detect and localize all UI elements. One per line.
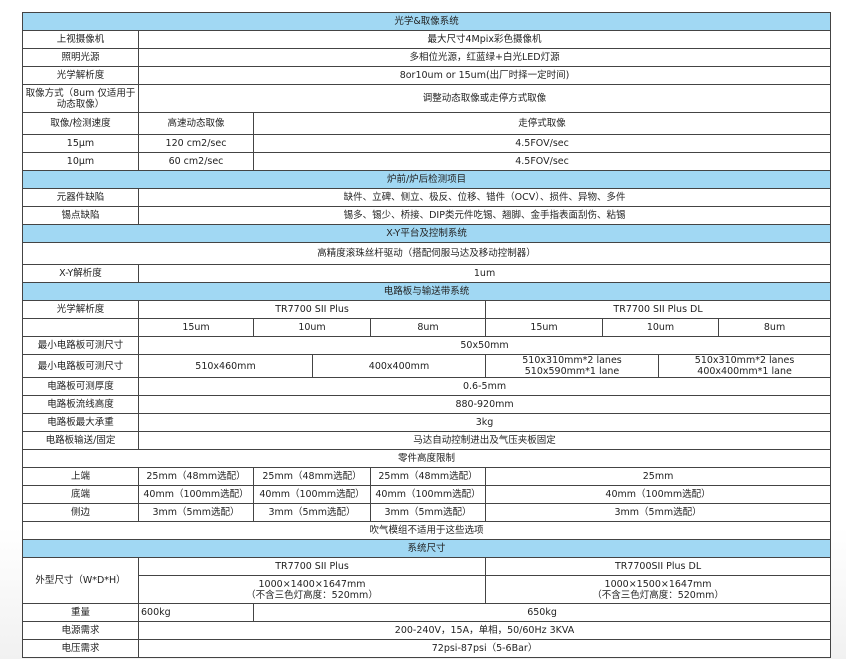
model-b: TR7700SII Plus DL bbox=[484, 557, 832, 576]
row-label: 最小电路板可测尺寸 bbox=[22, 336, 139, 355]
cell: 40mm（100mm选配） bbox=[253, 485, 371, 504]
model-a: TR7700 SII Plus bbox=[138, 300, 486, 319]
row-label: 光学解析度 bbox=[22, 300, 139, 319]
row-label: 上视摄像机 bbox=[22, 30, 139, 49]
cell: 8um bbox=[370, 318, 486, 337]
col-header: 高速动态取像 bbox=[138, 112, 254, 135]
cell: 4.5FOV/sec bbox=[252, 152, 832, 171]
row-label bbox=[22, 318, 139, 337]
cell: 40mm（100mm选配） bbox=[484, 485, 832, 504]
row-label: 侧边 bbox=[22, 503, 139, 522]
cell: 15um bbox=[138, 318, 254, 337]
cell: 3mm（5mm选配） bbox=[484, 503, 832, 522]
cell-line: 510x590mm*1 lane bbox=[524, 366, 620, 377]
cell: 600kg bbox=[138, 603, 254, 622]
row-label: 锡点缺陷 bbox=[22, 206, 139, 225]
row-label: 上端 bbox=[22, 467, 139, 486]
row-value: 50x50mm bbox=[137, 336, 832, 355]
row-value: 0.6-5mm bbox=[137, 377, 832, 396]
cell: 3mm（5mm选配） bbox=[253, 503, 371, 522]
cell: 25mm（48mm选配） bbox=[370, 467, 486, 486]
row-value: 马达自动控制进出及气压夹板固定 bbox=[137, 431, 832, 450]
row-value: 调整动态取像或走停方式取像 bbox=[137, 84, 832, 113]
cell: 10um bbox=[253, 318, 371, 337]
section-header-optics: 光学&取像系统 bbox=[21, 12, 832, 31]
spec-table: 光学&取像系统 上视摄像机 最大尺寸4Mpix彩色摄像机 照明光源 多相位光源，红蓝… bbox=[21, 12, 832, 658]
cell-line: 400x400mm*1 lane bbox=[697, 366, 792, 377]
cell: 40mm（100mm选配） bbox=[138, 485, 254, 504]
row-value: 最大尺寸4Mpix彩色摄像机 bbox=[137, 30, 832, 49]
row-label: 最小电路板可测尺寸 bbox=[22, 354, 139, 378]
row-label: 15μm bbox=[22, 134, 139, 153]
row-value: 72psi-87psi（5-6Bar） bbox=[137, 639, 832, 658]
cell: 40mm（100mm选配） bbox=[370, 485, 486, 504]
row-label: 电路板流线高度 bbox=[22, 395, 139, 414]
cell: 400x400mm bbox=[368, 360, 430, 372]
cell-line: （不含三色灯高度：520mm） bbox=[246, 589, 378, 601]
row-label: 重量 bbox=[22, 603, 139, 622]
cell: 15um bbox=[485, 318, 603, 337]
row-value: 3kg bbox=[137, 413, 832, 432]
row-label: 元器件缺陷 bbox=[22, 188, 139, 207]
cell-group: 510x310mm*2 lanes 510x590mm*1 lane 510x310… bbox=[484, 354, 832, 378]
cell-line: 510x310mm*2 lanes bbox=[694, 355, 795, 367]
cell: 510x310mm*2 lanes 400x400mm*1 lane bbox=[659, 355, 830, 377]
cell: 510x310mm*2 lanes 510x590mm*1 lane bbox=[487, 355, 660, 377]
cell: 1000×1500×1647mm （不含三色灯高度：520mm） bbox=[484, 575, 832, 604]
row-value: 8or10um or 15um(出厂时择一定时间) bbox=[137, 66, 832, 85]
cell-group: 510x460mm 400x400mm bbox=[138, 354, 486, 378]
row-value: 200-240V，15A，单相，50/60Hz 3KVA bbox=[137, 621, 832, 640]
row-label: 底端 bbox=[22, 485, 139, 504]
section-header-system: 系统尺寸 bbox=[21, 539, 832, 558]
cell: 25mm（48mm选配） bbox=[138, 467, 254, 486]
row-value: 1um bbox=[137, 264, 832, 283]
cell: 60 cm2/sec bbox=[138, 152, 254, 171]
row-label: 电路板可测厚度 bbox=[22, 377, 139, 396]
cell: 650kg bbox=[252, 603, 832, 622]
cell: 510x460mm bbox=[140, 355, 313, 377]
cell: 10um bbox=[602, 318, 719, 337]
cell: 25mm bbox=[484, 467, 832, 486]
label-line: 取像方式（8um 仅适用于 bbox=[25, 87, 136, 99]
section-header-xy: X-Y平台及控制系统 bbox=[21, 224, 832, 243]
cell-line: 510x310mm*2 lanes bbox=[522, 355, 622, 367]
cell: 1000×1400×1647mm （不含三色灯高度：520mm） bbox=[138, 575, 486, 604]
cell: 3mm（5mm选配） bbox=[370, 503, 486, 522]
row-label: 电路板最大承重 bbox=[22, 413, 139, 432]
cell: 4.5FOV/sec bbox=[252, 134, 832, 153]
row-value: 880-920mm bbox=[137, 395, 832, 414]
section-header-pcb: 电路板与输送带系统 bbox=[21, 282, 832, 301]
row-value: 多相位光源，红蓝绿+白光LED灯源 bbox=[137, 48, 832, 67]
row-label: 照明光源 bbox=[22, 48, 139, 67]
cell-line: 1000×1500×1647mm bbox=[604, 578, 712, 590]
row-label: 电路板输送/固定 bbox=[22, 431, 139, 450]
cell: 3mm（5mm选配） bbox=[138, 503, 254, 522]
row-label: 外型尺寸（W*D*H） bbox=[22, 557, 139, 604]
cell: 25mm（48mm选配） bbox=[253, 467, 371, 486]
section-header-inspection: 炉前/炉后检测项目 bbox=[21, 170, 832, 189]
row-label: 电压需求 bbox=[22, 639, 139, 658]
row-value: 缺件、立碑、侧立、极反、位移、错件（OCV）、损件、异物、多件 bbox=[137, 188, 832, 207]
cell-line: 1000×1400×1647mm bbox=[258, 578, 366, 590]
subheader-height-limit: 零件高度限制 bbox=[21, 449, 832, 468]
row-value: 锡多、锡少、桥接、DIP类元件吃锡、翘脚、金手指表面刮伤、粘锡 bbox=[137, 206, 832, 225]
col-header: 走停式取像 bbox=[252, 112, 832, 135]
row-label: 电源需求 bbox=[22, 621, 139, 640]
cell-line: （不含三色灯高度：520mm） bbox=[592, 589, 724, 601]
row-label: 10μm bbox=[22, 152, 139, 171]
label-line: 动态取像） bbox=[56, 98, 105, 110]
row-label: 光学解析度 bbox=[22, 66, 139, 85]
cell: 120 cm2/sec bbox=[138, 134, 254, 153]
cell: 8um bbox=[717, 318, 832, 337]
row-label: X-Y解析度 bbox=[22, 264, 139, 283]
row-label: 取像方式（8um 仅适用于 动态取像） bbox=[22, 84, 139, 113]
model-a: TR7700 SII Plus bbox=[138, 557, 486, 576]
row-label: 取像/检测速度 bbox=[22, 112, 139, 135]
note: 吹气模组不适用于这些选项 bbox=[21, 521, 832, 540]
model-b: TR7700 SII Plus DL bbox=[484, 300, 832, 319]
row-value: 高精度滚珠丝杆驱动（搭配伺服马达及移动控制器） bbox=[21, 242, 832, 265]
